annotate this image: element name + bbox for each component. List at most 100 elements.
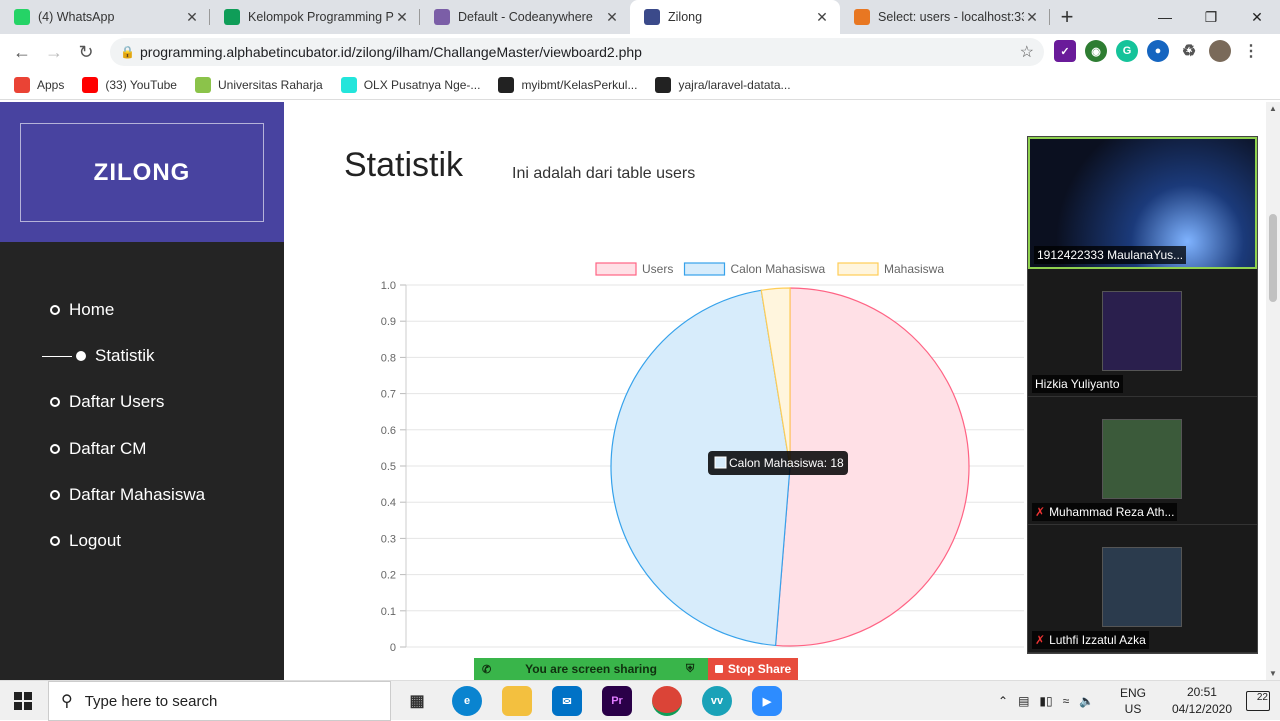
tray-chevron-icon[interactable]: ⌃ <box>998 694 1009 708</box>
scroll-down-icon[interactable]: ▼ <box>1269 669 1277 678</box>
participant-tile[interactable]: ✗ Luthfi Izzatul Azka <box>1028 525 1257 653</box>
participant-name: Hizkia Yuliyanto <box>1032 375 1123 393</box>
clock[interactable]: 20:51 04/12/2020 <box>1172 684 1232 718</box>
participant-tile[interactable]: Hizkia Yuliyanto <box>1028 269 1257 397</box>
y-tick-label: 0.5 <box>381 461 396 473</box>
y-tick-label: 0.3 <box>381 533 396 545</box>
volume-icon[interactable]: 🔈 <box>1079 694 1095 708</box>
grammarly-icon[interactable]: G <box>1116 40 1138 62</box>
participant-avatar <box>1102 291 1182 371</box>
taskbar-search-box[interactable]: ⚲ Type here to search <box>48 681 391 721</box>
bookmark-item[interactable]: Universitas Raharja <box>194 76 323 93</box>
participant-tile[interactable]: 1912422333 MaulanaYus... <box>1028 137 1257 269</box>
minimize-button[interactable]: — <box>1158 9 1172 25</box>
brand-logo[interactable]: ZILONG <box>20 123 264 222</box>
forward-button[interactable]: → <box>45 41 63 62</box>
bullet-icon <box>50 397 60 407</box>
sidebar-item-statistik[interactable]: Statistik <box>42 346 155 366</box>
reload-button[interactable]: ↻ <box>78 41 94 62</box>
premiere-icon[interactable]: Pr <box>602 686 632 716</box>
battery-icon[interactable]: ▮▯ <box>1039 694 1053 708</box>
clock-time: 20:51 <box>1186 685 1217 699</box>
stop-share-button[interactable]: Stop Share <box>708 658 798 680</box>
browser-tab-bar: (4) WhatsApp ✕ Kelompok Programming PL ✕… <box>0 0 1280 34</box>
sidebar-item-label: Daftar Users <box>69 392 165 411</box>
vpn-app-icon[interactable]: vv <box>702 686 732 716</box>
profile-avatar[interactable] <box>1209 40 1231 62</box>
y-tick-label: 0.7 <box>381 389 396 401</box>
sidebar-item-daftar-cm[interactable]: Daftar CM <box>50 439 146 459</box>
close-tab-icon[interactable]: ✕ <box>816 8 828 25</box>
y-tick-label: 0 <box>390 642 396 654</box>
bookmark-item[interactable]: yajra/laravel-datata... <box>655 76 791 93</box>
browser-tab[interactable]: Select: users - localhost:330 ✕ <box>840 0 1050 34</box>
bookmark-item[interactable]: Apps <box>14 76 64 93</box>
page-scrollbar[interactable]: ▲ ▼ <box>1266 102 1280 680</box>
lang-top: ENG <box>1120 686 1147 700</box>
extension-icon[interactable]: ✓ <box>1054 40 1076 62</box>
edge-icon[interactable]: e <box>452 686 482 716</box>
y-tick-label: 0.8 <box>381 352 396 364</box>
y-tick-label: 0.1 <box>381 606 396 618</box>
sidebar-item-daftar-mahasiswa[interactable]: Daftar Mahasiswa <box>50 485 205 505</box>
more-menu-icon[interactable]: ⋮ <box>1243 43 1259 60</box>
scroll-thumb[interactable] <box>1269 214 1277 302</box>
close-tab-icon[interactable]: ✕ <box>1026 8 1038 25</box>
whatsapp-icon <box>14 9 30 25</box>
zoom-app-icon[interactable]: ▶ <box>752 686 782 716</box>
scroll-up-icon[interactable]: ▲ <box>1269 104 1277 113</box>
participant-tile[interactable]: ✗ Muhammad Reza Ath... <box>1028 397 1257 525</box>
notifications-icon[interactable]: 22 <box>1246 691 1270 711</box>
close-tab-icon[interactable]: ✕ <box>606 8 618 25</box>
bookmark-item[interactable]: (33) YouTube <box>82 76 177 93</box>
url-bar[interactable]: 🔒 programming.alphabetincubator.id/zilon… <box>110 38 1044 66</box>
sidebar-item-home[interactable]: Home <box>50 300 114 320</box>
system-tray: ⌃ ▤ ▮▯ ≈ 🔈 <box>998 681 1094 721</box>
close-tab-icon[interactable]: ✕ <box>186 8 198 25</box>
browser-tab[interactable]: (4) WhatsApp ✕ <box>0 0 210 34</box>
chrome-icon[interactable] <box>652 686 682 716</box>
sidebar-item-daftar-users[interactable]: Daftar Users <box>50 392 164 412</box>
sidebar-item-label: Logout <box>69 531 121 550</box>
page-subtitle: Ini adalah dari table users <box>512 165 696 182</box>
close-window-button[interactable]: ✕ <box>1251 8 1263 25</box>
task-view-icon[interactable]: ▦ <box>409 693 425 710</box>
y-tick-label: 0.9 <box>381 316 396 328</box>
pie-slice-calon-mahasiswa <box>610 289 791 647</box>
phone-icon: ✆ <box>482 663 492 676</box>
youtube-icon <box>82 76 99 93</box>
bookmark-label: yajra/laravel-datata... <box>678 77 791 92</box>
y-tick-label: 1.0 <box>381 280 396 292</box>
close-tab-icon[interactable]: ✕ <box>396 8 408 25</box>
file-explorer-icon[interactable] <box>502 686 532 716</box>
clock-date: 04/12/2020 <box>1171 702 1232 716</box>
bullet-icon <box>76 351 86 361</box>
sharing-status[interactable]: ✆ You are screen sharing ⛨ <box>474 658 708 680</box>
bookmark-label: (33) YouTube <box>105 77 177 92</box>
tab-title: Kelompok Programming PL <box>248 10 394 24</box>
new-tab-button[interactable]: + <box>1060 4 1074 29</box>
bookmark-item[interactable]: myibmt/KelasPerkul... <box>498 76 637 93</box>
language-indicator[interactable]: ENG US <box>1120 685 1146 717</box>
puzzle-icon[interactable]: ♻ <box>1181 43 1197 60</box>
browser-tab[interactable]: Default - Codeanywhere ✕ <box>420 0 630 34</box>
browser-tab[interactable]: Zilong ✕ <box>630 0 840 34</box>
extension-globe-icon[interactable]: ◉ <box>1085 40 1107 62</box>
y-tick-label: 0.4 <box>381 497 396 509</box>
bookmark-star-icon[interactable]: ☆ <box>1019 44 1034 61</box>
sidebar-item-logout[interactable]: Logout <box>50 531 121 551</box>
bullet-icon <box>50 305 60 315</box>
tray-app-icon[interactable]: ▤ <box>1018 694 1030 708</box>
wifi-icon[interactable]: ≈ <box>1062 694 1070 708</box>
back-button[interactable]: ← <box>13 41 31 62</box>
browser-tab[interactable]: Kelompok Programming PL ✕ <box>210 0 420 34</box>
pie-chart[interactable]: 1.0 0.9 0.8 0.7 0.6 0.5 0.4 0.3 0.2 0.1 0 Users Calo… <box>284 252 1024 680</box>
extension-blue-icon[interactable]: ● <box>1147 40 1169 62</box>
mail-icon[interactable]: ✉ <box>552 686 582 716</box>
sidebar-item-label: Home <box>69 300 115 319</box>
bookmark-item[interactable]: OLX Pusatnya Nge-... <box>340 76 480 93</box>
maximize-button[interactable]: ❐ <box>1204 8 1218 25</box>
windows-start-icon[interactable] <box>14 692 32 710</box>
legend-swatch <box>837 262 879 276</box>
tooltip-swatch <box>714 456 727 469</box>
